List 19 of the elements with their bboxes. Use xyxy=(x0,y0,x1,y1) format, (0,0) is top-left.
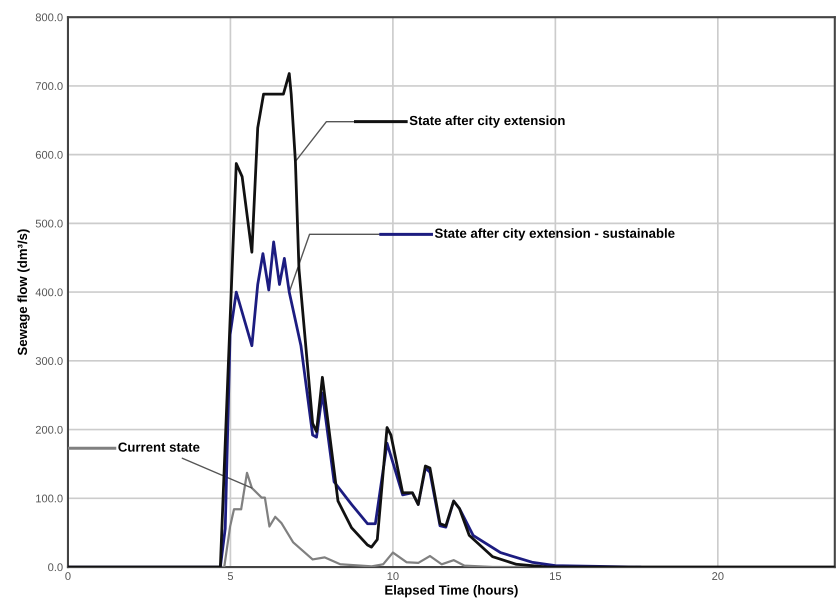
x-tick-label: 5 xyxy=(228,572,234,580)
legend-label: Current state xyxy=(118,442,200,452)
y-axis-title: Sewage flow (dm³/s) xyxy=(17,229,30,356)
y-tick-label: 0.0 xyxy=(48,563,63,572)
y-tick-label: 200.0 xyxy=(36,426,63,434)
x-axis-title: Elapsed Time (hours) xyxy=(385,585,518,598)
y-tick-label: 400.0 xyxy=(36,288,63,296)
legend-label: State after city extension - sustainable xyxy=(434,228,675,241)
x-tick-label: 20 xyxy=(712,572,724,580)
y-tick-label: 600.0 xyxy=(36,150,63,159)
y-tick-label: 100.0 xyxy=(36,494,63,502)
y-tick-label: 500.0 xyxy=(36,220,63,228)
x-tick-label: 10 xyxy=(388,572,399,580)
y-tick-label: 700.0 xyxy=(36,82,63,90)
y-tick-label: 800.0 xyxy=(36,13,63,22)
legend-label: State after city extension xyxy=(410,115,565,128)
x-tick-label: 0 xyxy=(65,572,71,580)
x-tick-label: 15 xyxy=(550,572,562,580)
y-tick-label: 300.0 xyxy=(36,357,63,365)
